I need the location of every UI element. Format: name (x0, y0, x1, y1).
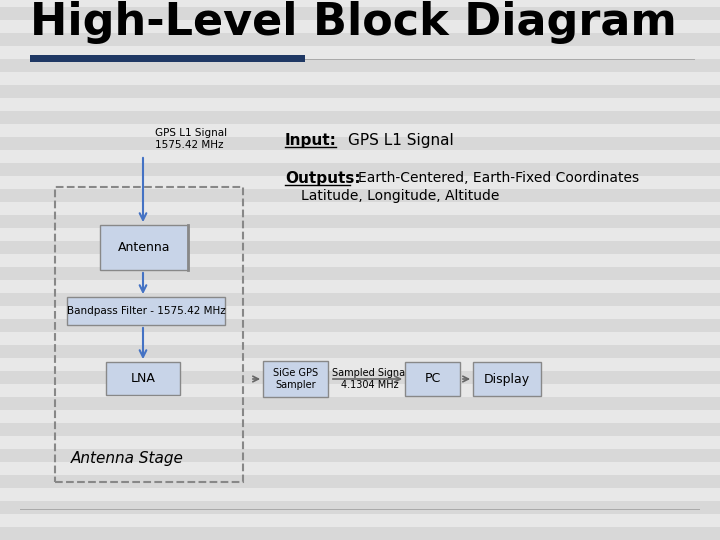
Bar (0, 267, 720, 280)
Bar (0, 423, 720, 436)
Bar (0, 137, 720, 150)
Bar (0, 241, 720, 254)
Bar (0, 345, 720, 358)
Bar (0, 163, 720, 176)
Text: Input:: Input: (285, 132, 337, 147)
Bar (55, 187, 243, 482)
Text: Latitude, Longitude, Altitude: Latitude, Longitude, Altitude (301, 189, 499, 203)
Bar (0, 85, 720, 98)
Text: Display: Display (484, 373, 530, 386)
Bar (0, 215, 720, 228)
Bar (0, 293, 720, 306)
Bar (263, 361, 328, 397)
Bar (473, 362, 541, 396)
Text: Antenna Stage: Antenna Stage (71, 451, 184, 466)
Bar (0, 449, 720, 462)
Bar (0, 371, 720, 384)
Text: LNA: LNA (130, 372, 156, 385)
Text: Earth-Centered, Earth-Fixed Coordinates: Earth-Centered, Earth-Fixed Coordinates (358, 171, 639, 185)
Bar (20, 509, 700, 510)
Text: Sampled Signal
4.1304 MHz: Sampled Signal 4.1304 MHz (332, 368, 408, 390)
Text: Bandpass Filter - 1575.42 MHz: Bandpass Filter - 1575.42 MHz (67, 306, 225, 316)
Bar (0, 319, 720, 332)
Bar (67, 297, 225, 325)
Bar (106, 362, 180, 395)
Text: Outputs:: Outputs: (285, 171, 361, 186)
Bar (0, 33, 720, 46)
Bar (0, 111, 720, 124)
Text: Antenna: Antenna (118, 241, 170, 254)
Bar (0, 501, 720, 514)
Text: PC: PC (424, 373, 441, 386)
Bar (0, 527, 720, 540)
Text: SiGe GPS
Sampler: SiGe GPS Sampler (273, 368, 318, 390)
Bar (405, 362, 460, 396)
Bar (305, 58, 695, 60)
Text: High-Level Block Diagram: High-Level Block Diagram (30, 1, 677, 44)
Bar (30, 55, 305, 62)
Bar (0, 59, 720, 72)
Bar (0, 7, 720, 20)
Text: GPS L1 Signal
1575.42 MHz: GPS L1 Signal 1575.42 MHz (155, 129, 227, 150)
Text: GPS L1 Signal: GPS L1 Signal (348, 132, 454, 147)
Bar (0, 397, 720, 410)
Bar (0, 475, 720, 488)
Bar (0, 189, 720, 202)
Bar (100, 225, 188, 270)
